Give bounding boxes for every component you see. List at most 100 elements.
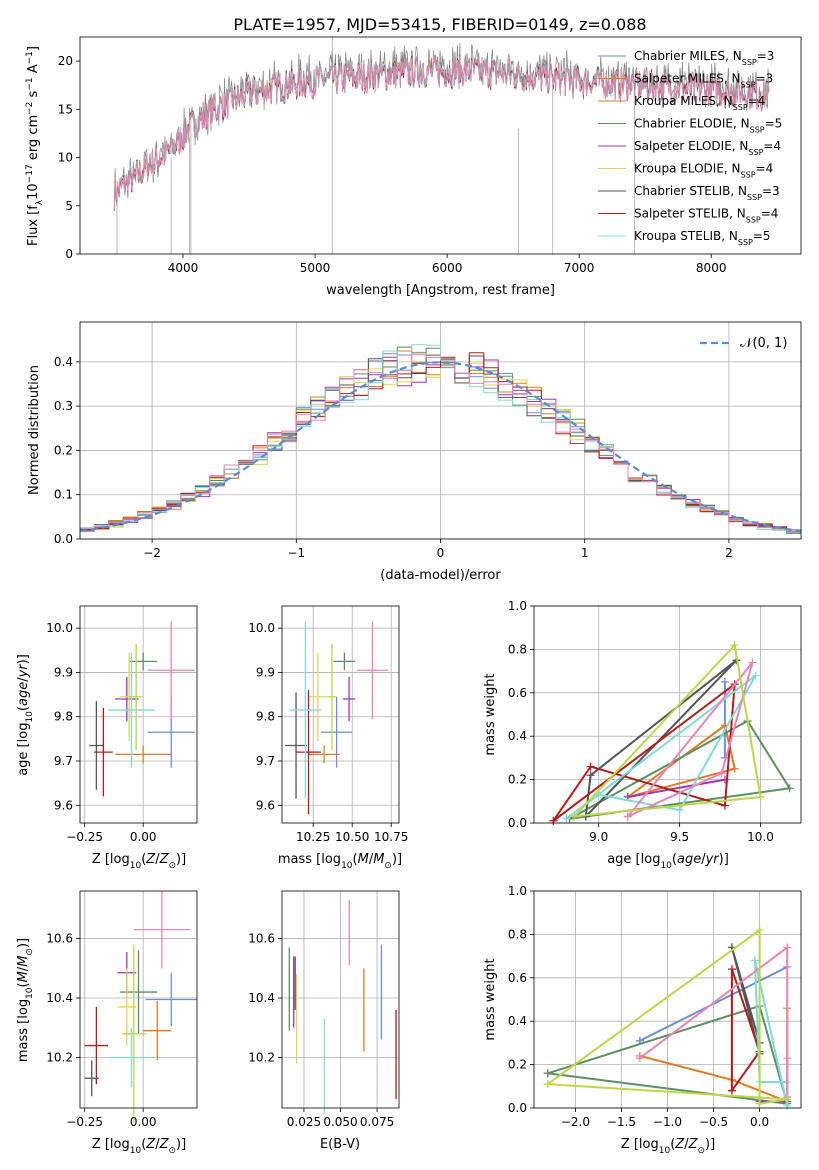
y-tick-label: 0.0	[54, 532, 73, 546]
x-tick-label: −2.0	[561, 1115, 590, 1129]
y-tick-label: 0.0	[508, 1101, 527, 1115]
normal-curve	[79, 361, 802, 533]
y-tick-label: 10.2	[248, 1050, 275, 1064]
plot-area	[285, 621, 389, 815]
y-tick-label: 9.7	[256, 754, 275, 768]
y-tick-label: 0.2	[54, 443, 73, 457]
weight-marker	[675, 805, 684, 814]
legend-entry: Kroupa MILES, NSSP=4	[634, 94, 765, 112]
data-point	[119, 950, 158, 1034]
y-tick-label: 10	[58, 151, 73, 165]
plot-area	[288, 899, 397, 1114]
weight-line	[730, 968, 761, 1092]
x-axis-label: Z [log10(Z/Z⊙)]	[92, 852, 186, 871]
axes-frame	[281, 890, 400, 1109]
x-tick-label: −2	[143, 546, 161, 560]
x-tick-label: 10.50	[335, 830, 369, 844]
y-tick-label: 9.6	[256, 798, 275, 812]
weight-marker	[570, 812, 579, 821]
data-point	[289, 621, 321, 799]
y-tick-label: 0.1	[54, 488, 73, 502]
weight-line	[627, 661, 754, 818]
y-tick-label: 0.6	[508, 971, 527, 985]
axes-frame	[79, 321, 802, 540]
legend-entry: Salpeter ELODIE, NSSP=4	[634, 139, 781, 157]
x-tick-label: −1	[287, 546, 305, 560]
y-tick-label: 0.4	[508, 729, 527, 743]
data-point	[84, 1006, 109, 1085]
y-tick-label: 10.6	[46, 932, 73, 946]
legend-entry: Chabrier STELIB, NSSP=3	[634, 184, 780, 202]
weight-series	[549, 680, 739, 825]
weight-marker	[562, 814, 571, 823]
weight-marker	[756, 792, 765, 801]
x-tick-label: −1.0	[653, 1115, 682, 1129]
panel-residual_histogram: −2 −1 0 1 2 0.0 0.1 0.2 0.3 0.4 𝒩(0, 1) (data-model…	[27, 321, 802, 583]
y-tick-label: 0.0	[508, 816, 527, 830]
data-point	[129, 652, 158, 671]
y-tick-label: 0	[65, 247, 73, 261]
panel-age_vs_mass: 10.25 10.50 10.75 9.6 9.7 9.8 9.9 10.0 mass [log…	[248, 605, 408, 871]
spectrum-lines	[113, 37, 770, 254]
data-point	[115, 676, 139, 722]
data-point	[327, 643, 337, 750]
data-point	[115, 745, 172, 764]
x-axis-label: (data-model)/error	[380, 568, 501, 583]
legend-entry: Kroupa STELIB, NSSP=5	[634, 229, 771, 247]
panel-mass_weight_vs_Z: −2.0 −1.5 −1.0 −0.5 0.0 0.0 0.2 0.4 0.6 0.8 1.0 Z […	[483, 884, 802, 1156]
weight-marker	[750, 956, 759, 965]
x-tick-label: 9.0	[589, 830, 608, 844]
panel-mass_vs_Z: −0.25 0.00 10.2 10.4 10.6 Z [log10(Z/Z⊙)] mass…	[16, 890, 198, 1156]
x-tick-label: −0.25	[66, 1115, 103, 1129]
axes-frame	[79, 36, 802, 255]
y-tick-label: 0.2	[508, 773, 527, 787]
data-point	[342, 676, 356, 722]
weight-series	[543, 926, 792, 1108]
y-axis-label: Flux [fλ10−17 erg cm−2 s−1 A−1]	[25, 46, 45, 246]
axes-frame	[533, 890, 802, 1109]
weight-marker	[717, 769, 726, 778]
weight-line	[573, 642, 762, 818]
y-tick-label: 9.7	[54, 754, 73, 768]
histogram-series	[80, 352, 801, 533]
y-tick-label: 0.2	[508, 1058, 527, 1072]
data-point	[145, 972, 197, 1027]
weight-marker	[730, 764, 739, 773]
x-tick-label: 0.050	[323, 1115, 357, 1129]
weight-marker	[730, 641, 739, 650]
data-point	[108, 1027, 155, 1088]
weight-marker	[635, 1054, 644, 1063]
weight-series	[750, 956, 792, 1110]
data-point	[129, 643, 144, 750]
panel-spectrum: 4000 5000 6000 7000 8000 0 5 10 15 20 wavelength […	[25, 36, 802, 298]
legend: Chabrier MILES, NSSP=3 Salpeter MILES, NS…	[598, 49, 782, 247]
weight-marker	[586, 771, 595, 780]
x-tick-label: 0.00	[130, 830, 157, 844]
weight-marker	[720, 801, 729, 810]
y-tick-label: 10.4	[248, 991, 275, 1005]
x-tick-label: 5000	[300, 261, 331, 275]
x-tick-label: 10.25	[296, 830, 330, 844]
y-tick-label: 10.6	[248, 932, 275, 946]
y-tick-label: 9.6	[54, 798, 73, 812]
histogram-series	[80, 344, 801, 533]
y-tick-label: 9.9	[54, 665, 73, 679]
data-point	[321, 696, 353, 768]
figure-title: PLATE=1957, MJD=53415, FIBERID=0149, z=0…	[233, 15, 646, 34]
y-axis-label: mass weight	[483, 673, 498, 755]
model-spectrum	[113, 55, 770, 212]
x-axis-label: Z [log10(Z/Z⊙)]	[621, 1137, 715, 1156]
weight-marker	[720, 677, 729, 686]
weight-marker	[748, 658, 757, 667]
data-point	[296, 690, 321, 815]
x-tick-label: 4000	[168, 261, 199, 275]
y-tick-label: 0.8	[508, 927, 527, 941]
weight-line	[547, 1004, 789, 1105]
data-point	[285, 692, 307, 799]
x-tick-label: 1	[581, 546, 589, 560]
weight-marker	[549, 816, 558, 825]
legend-entry: Chabrier MILES, NSSP=3	[634, 49, 774, 67]
legend-entry: Kroupa ELODIE, NSSP=4	[634, 162, 773, 180]
weight-marker	[755, 926, 764, 935]
data-point	[333, 652, 356, 671]
